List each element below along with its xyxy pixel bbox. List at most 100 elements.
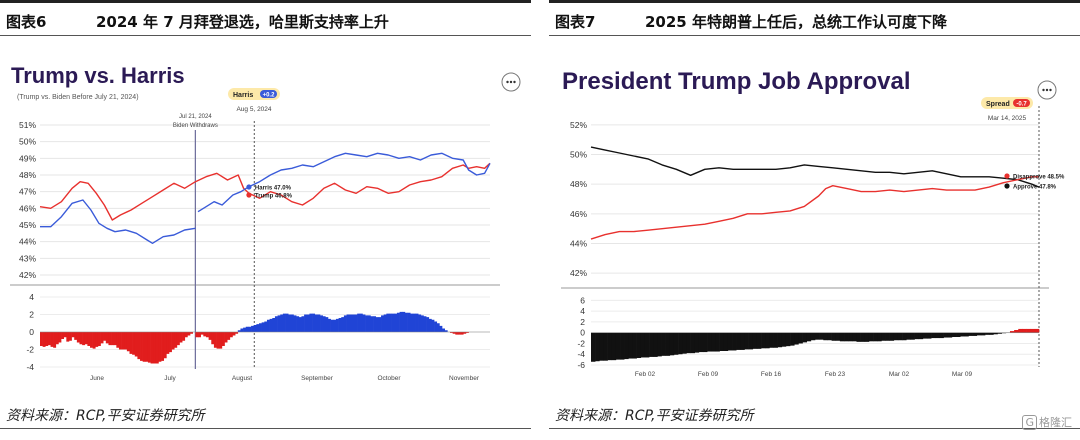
badge-date: Aug 5, 2024 <box>236 106 271 113</box>
x-tick-label: Feb 09 <box>698 371 719 378</box>
spread-bar <box>296 316 300 332</box>
spread-bar <box>301 316 305 332</box>
spread-bar <box>240 328 244 332</box>
spread-bar <box>794 332 799 345</box>
spread-bar <box>628 332 633 359</box>
spread-bar <box>736 332 741 350</box>
spread-bar <box>187 332 191 336</box>
spread-bar <box>309 313 313 332</box>
figure-label: 图表6 <box>6 13 47 31</box>
spread-bar <box>200 332 204 335</box>
spread-bar <box>431 319 435 332</box>
spread-bar <box>150 332 154 364</box>
watermark: G 格隆汇 <box>1022 414 1072 430</box>
spread-bar <box>644 332 650 358</box>
spread-bar <box>599 332 604 361</box>
spread-bar <box>964 332 969 337</box>
spread-bar <box>703 332 708 353</box>
spread-bar <box>61 332 64 339</box>
spread-bar <box>968 332 973 336</box>
trump-job-approval-chart: President Trump Job Approval Spread -0.7 Ma… <box>561 68 1065 378</box>
x-tick-label: Feb 23 <box>825 371 846 378</box>
badge-date: Mar 14, 2025 <box>988 115 1027 122</box>
spread-bar <box>1026 328 1032 333</box>
spread-bar <box>221 332 225 346</box>
spread-tick-label: -4 <box>26 362 34 372</box>
spread-bar <box>620 332 625 360</box>
spread-bar <box>388 313 392 332</box>
spread-tick-label: 0 <box>29 327 34 337</box>
spread-bar <box>383 314 387 332</box>
spread-bar <box>394 313 398 332</box>
badge-label: Spread <box>986 101 1010 108</box>
spread-bar <box>163 332 167 359</box>
spread-bar <box>989 332 994 335</box>
spread-bar <box>50 332 54 347</box>
spread-bar <box>168 332 172 353</box>
y-tick-label: 49% <box>19 153 36 163</box>
chart-title: President Trump Job Approval <box>562 68 911 95</box>
spread-bar <box>404 312 408 332</box>
spread-bar <box>108 332 112 346</box>
spread-bar <box>71 332 75 338</box>
spread-bar <box>327 318 331 332</box>
spread-bar <box>224 332 228 343</box>
spread-bar <box>906 332 911 340</box>
more-options-dot <box>1042 88 1045 92</box>
spread-bar <box>118 332 122 350</box>
badge-value-pill <box>260 90 277 98</box>
spread-bar <box>320 315 323 332</box>
spread-bar <box>312 313 316 332</box>
spread-bar <box>802 332 808 343</box>
figure-header: 图表6 2024 年 7 月拜登退选，哈里斯支持率上升 <box>0 0 531 36</box>
y-tick-label: 51% <box>19 120 36 130</box>
more-options-dot <box>1045 88 1049 92</box>
chart-title: Trump vs. Harris <box>11 63 185 88</box>
series-line-biden <box>40 199 196 244</box>
spread-bar <box>980 332 986 336</box>
spread-bar <box>290 314 294 332</box>
spread-bar <box>960 332 965 337</box>
y-tick-label: 44% <box>570 239 587 249</box>
spread-bar <box>391 313 395 332</box>
spread-bar <box>897 332 903 341</box>
spread-bar <box>956 332 961 337</box>
y-tick-label: 46% <box>19 203 36 213</box>
spread-bar <box>410 313 414 332</box>
more-options-dot <box>1049 88 1052 92</box>
x-tick-label: June <box>90 375 104 382</box>
spread-bar <box>253 325 257 332</box>
chart-subtitle: (Trump vs. Biden Before July 21, 2024) <box>17 94 139 101</box>
figure-source: 资料来源：RCP,平安证券研究所 <box>6 408 205 424</box>
x-tick-label: Feb 16 <box>761 371 782 378</box>
spread-bar <box>68 332 72 341</box>
spread-bar <box>288 314 292 332</box>
spread-bar <box>1009 331 1015 333</box>
spread-bar <box>179 332 183 343</box>
spread-bar <box>615 332 621 360</box>
x-tick-label: August <box>232 375 252 382</box>
spread-tick-label: 2 <box>580 317 585 327</box>
spread-bar <box>873 332 878 342</box>
end-point-marker <box>246 184 252 190</box>
y-tick-label: 50% <box>19 137 36 147</box>
spread-bar <box>848 332 853 342</box>
y-tick-label: 43% <box>19 253 36 263</box>
spread-tick-label: -4 <box>577 349 585 359</box>
spread-bar <box>63 332 67 338</box>
spread-bar <box>719 332 725 351</box>
spread-bar <box>261 322 265 332</box>
spread-bar <box>74 332 78 340</box>
spread-bar <box>607 332 613 361</box>
spread-bar <box>860 332 866 342</box>
more-options-dot <box>509 80 513 84</box>
spread-bar <box>349 314 353 332</box>
spread-bar <box>354 314 358 332</box>
spread-bar <box>761 332 766 349</box>
spread-bar <box>232 332 236 336</box>
end-point-label: Disapprove 48.5% <box>1013 175 1065 181</box>
spread-bar <box>947 332 953 338</box>
x-tick-label: Feb 02 <box>635 371 656 378</box>
spread-bar <box>673 332 679 355</box>
badge-value-pill <box>1013 99 1030 107</box>
